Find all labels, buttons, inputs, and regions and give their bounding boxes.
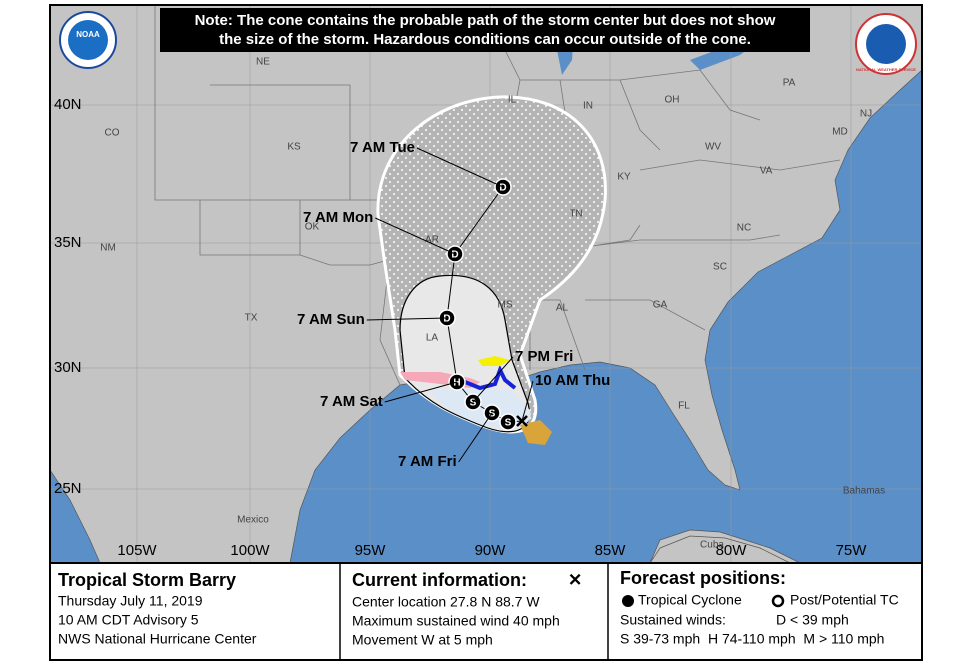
place-label: AL [556,303,569,314]
note-box [160,8,810,52]
place-label: OH [665,95,680,106]
place-label: WV [705,142,721,153]
legend-text: Tropical Cyclone [638,592,742,608]
place-label: AR [425,235,439,246]
leader-line [375,217,456,255]
wind-field [520,420,552,445]
label-layer: 40N 35N 30N 25N 105W 100W 95W 90W 85W 80W 75W NE IL I… [54,57,885,559]
place-label: VA [760,166,773,177]
legend-title: Tropical Storm Barry [58,570,236,590]
place-label: NC [737,223,751,234]
time-label: 7 AM Mon [303,209,373,226]
place-label: LA [426,333,439,344]
place-label: Bahamas [843,486,885,497]
position-symbol: S [489,409,496,420]
legend-text: D < 39 mph [776,612,849,628]
leader-line [472,356,514,403]
place-label: PA [783,78,796,89]
time-label: 7 AM Sat [320,393,383,410]
legend-title: Forecast positions: [620,568,786,588]
logo-text: NATIONAL WEATHER SERVICE [856,67,916,72]
watch-yellow [478,356,510,366]
place-label: Mexico [237,515,269,526]
tc-symbol [622,595,634,607]
post-tc-symbol [771,594,785,608]
leader-line [416,147,504,188]
place-label: CO [105,128,120,139]
lat-label: 40N [54,96,82,113]
legend-text: Thursday July 11, 2019 [58,593,203,609]
forecast-position [499,413,517,431]
nws-logo: NATIONAL WEATHER SERVICE [855,13,917,75]
logo-text: NOAA [76,30,100,39]
leader-line [384,381,458,403]
note-line: Note: The cone contains the probable pat… [195,12,776,29]
place-label: GA [653,300,668,311]
place-label: Cuba [700,540,724,551]
legend-text: Sustained winds: [620,612,726,628]
lon-label: 75W [836,542,868,559]
lat-label: 25N [54,480,82,497]
lon-label: 105W [117,542,157,559]
place-label: NM [100,243,116,254]
legend-text: 10 AM CDT Advisory 5 [58,612,199,628]
position-symbol: S [505,418,512,429]
leader-line [521,380,534,422]
legend-text: Maximum sustained wind 40 mph [352,613,560,629]
legend-text: Post/Potential TC [790,592,899,608]
pacific [50,469,101,563]
place-label: TN [569,209,582,220]
time-label: 7 PM Fri [515,348,573,365]
time-label: 7 AM Tue [350,139,415,156]
legend-text: Center location 27.8 N 88.7 W [352,594,540,610]
legend-text: S 39-73 mph H 74-110 mph M > 110 mph [620,631,884,647]
place-label: NJ [860,109,872,120]
lon-label: 85W [595,542,627,559]
lat-label: 35N [54,234,82,251]
time-label: 7 AM Sun [297,311,365,328]
place-label: MD [832,127,848,138]
legend-text: Movement W at 5 mph [352,632,493,648]
place-label: MS [498,300,513,311]
warning-blue [459,364,517,391]
leader-line [366,317,448,321]
noaa-logo: NOAA [59,11,117,69]
position-symbol: D [451,250,458,261]
time-label: 7 AM Fri [398,453,457,470]
current-symbol: ✕ [568,570,582,589]
place-label: SC [713,262,727,273]
lon-label: 95W [355,542,387,559]
lon-label: 80W [716,542,748,559]
cuba [649,535,791,563]
place-label: NE [256,57,270,68]
legend-text: NWS National Hurricane Center [58,631,257,647]
place-label: KS [287,142,301,153]
lon-label: 100W [230,542,270,559]
legend-title: Current information: [352,570,527,590]
time-label: 10 AM Thu [535,372,610,389]
place-label: FL [678,401,690,412]
lon-label: 90W [475,542,507,559]
lat-label: 30N [54,359,82,376]
map: 40N 35N 30N 25N 105W 100W 95W 90W 85W 80W 75W NE IL I… [50,5,922,563]
position-symbol: H [453,378,460,389]
place-label: OK [305,222,320,233]
legend: Tropical Storm Barry Thursday July 11, 2… [49,562,923,661]
note-line: the size of the storm. Hazardous conditi… [219,31,751,48]
place-label: IN [583,101,593,112]
leader-line [458,412,493,463]
position-symbol: S [470,398,477,409]
position-symbol: D [499,183,506,194]
place-label: IL [508,95,517,106]
place-label: TX [245,313,258,324]
position-symbol: D [443,314,450,325]
place-label: KY [617,172,631,183]
